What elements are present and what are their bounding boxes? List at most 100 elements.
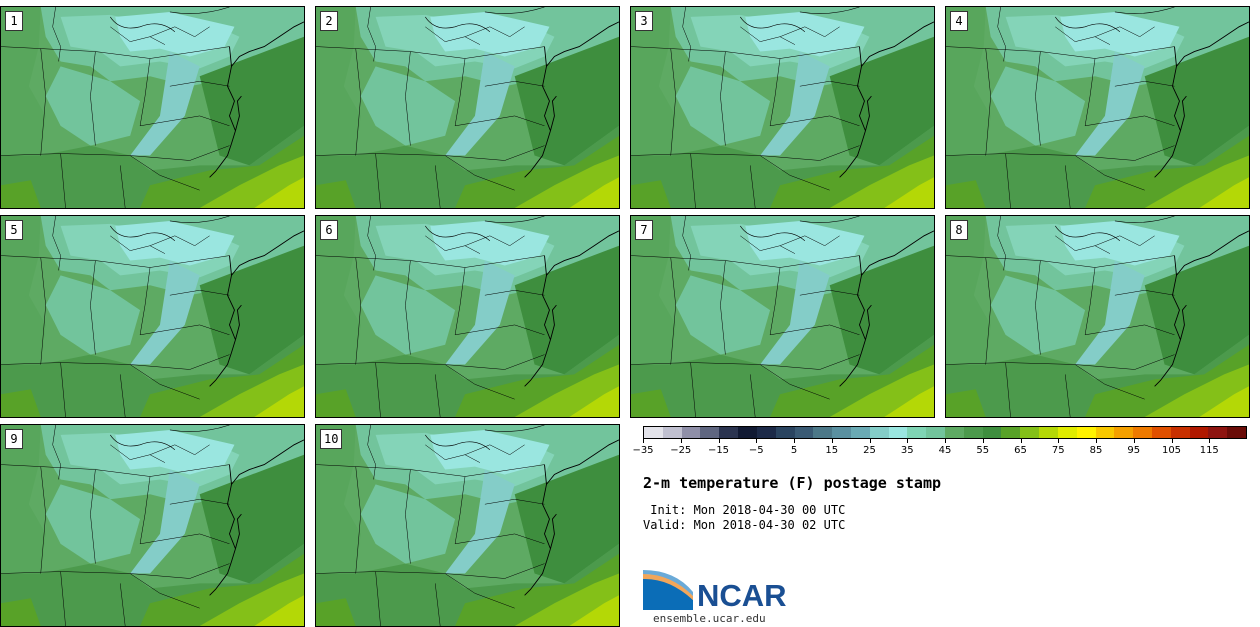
- colorbar-swatch: [756, 427, 776, 438]
- member-number-label: 8: [950, 220, 968, 240]
- colorbar-swatch: [794, 427, 814, 438]
- colorbar-ticks: −35 −25 −15 −5 5 15 25 35 45 55 65 75 85 95 105 115: [632, 439, 1247, 459]
- colorbar-tick-label: −35: [632, 445, 654, 456]
- colorbar-swatch: [832, 427, 851, 438]
- colorbar-swatch: [926, 427, 945, 438]
- ensemble-member-map: 4: [945, 6, 1250, 209]
- colorbar-swatch: [1039, 427, 1058, 438]
- colorbar-tick: [831, 439, 833, 443]
- site-url: ensemble.ucar.edu: [653, 612, 766, 625]
- colorbar-swatch: [982, 427, 1002, 438]
- colorbar-tick-label: 105: [1161, 445, 1182, 456]
- colorbar-tick-label: −25: [670, 445, 692, 456]
- member-number-label: 3: [635, 11, 653, 31]
- colorbar-swatch: [1114, 427, 1134, 438]
- colorbar-tick: [794, 439, 795, 443]
- colorbar-swatch: [681, 427, 701, 438]
- colorbar-swatch: [662, 427, 682, 438]
- temperature-colorbar: [643, 426, 1247, 439]
- colorbar-swatch: [869, 427, 889, 438]
- ensemble-member-map: 7: [630, 215, 935, 418]
- colorbar-swatch: [850, 427, 870, 438]
- plot-title: 2-m temperature (F) postage stamp: [643, 474, 942, 492]
- colorbar-swatch: [700, 427, 720, 438]
- colorbar-tick-label: −5: [748, 445, 764, 456]
- colorbar-swatch: [963, 427, 983, 438]
- ncar-logo: NCAR: [643, 570, 793, 614]
- member-number-label: 9: [5, 429, 23, 449]
- colorbar-swatch: [1151, 427, 1171, 438]
- colorbar-tick: [680, 439, 682, 443]
- colorbar-swatch: [888, 427, 908, 438]
- valid-time: Valid: Mon 2018-04-30 02 UTC: [643, 518, 846, 532]
- map-graphic: [1, 216, 304, 417]
- colorbar-swatch: [1001, 427, 1021, 438]
- ensemble-member-map: 6: [315, 215, 620, 418]
- colorbar-tick-label: −15: [707, 445, 730, 456]
- colorbar-tick: [718, 439, 720, 443]
- member-number-label: 7: [635, 220, 653, 240]
- colorbar-swatch: [1170, 427, 1190, 438]
- init-time: Init: Mon 2018-04-30 00 UTC: [643, 503, 846, 517]
- colorbar-tick: [945, 439, 946, 443]
- map-graphic: [316, 7, 619, 208]
- colorbar-tick: [1020, 439, 1022, 443]
- ncar-logo-icon: [643, 570, 693, 610]
- colorbar-swatch: [1095, 427, 1115, 438]
- colorbar-swatch: [1208, 427, 1228, 438]
- map-graphic: [946, 216, 1249, 417]
- colorbar-tick: [1209, 439, 1211, 443]
- colorbar-tick: [1171, 439, 1173, 443]
- ensemble-member-map: 8: [945, 215, 1250, 418]
- colorbar-tick: [982, 439, 984, 443]
- colorbar-tick: [643, 439, 644, 443]
- colorbar-swatch: [1057, 427, 1077, 438]
- colorbar-swatch: [1189, 427, 1209, 438]
- colorbar-tick-label: 25: [863, 445, 876, 456]
- colorbar-swatch: [1076, 427, 1096, 438]
- colorbar-swatch: [907, 427, 927, 438]
- member-number-label: 6: [320, 220, 338, 240]
- colorbar-tick-label: 35: [900, 445, 914, 456]
- ensemble-member-map: 9: [0, 424, 305, 627]
- ensemble-member-map: 2: [315, 6, 620, 209]
- map-graphic: [316, 425, 619, 626]
- colorbar-tick: [907, 439, 909, 443]
- colorbar-swatch: [813, 427, 833, 438]
- colorbar-tick-label: 65: [1014, 445, 1027, 456]
- colorbar-tick: [1096, 439, 1097, 443]
- colorbar-tick-label: 115: [1199, 445, 1219, 456]
- ensemble-member-map: 3: [630, 6, 935, 209]
- ensemble-member-map: 10: [315, 424, 620, 627]
- colorbar-swatch: [719, 427, 739, 438]
- ensemble-member-map: 1: [0, 6, 305, 209]
- colorbar-tick-label: 55: [976, 445, 990, 456]
- colorbar-swatch: [775, 427, 795, 438]
- colorbar-swatch: [738, 427, 757, 438]
- map-graphic: [316, 216, 619, 417]
- logo-text: NCAR: [697, 578, 787, 613]
- colorbar-swatch: [644, 427, 663, 438]
- member-number-label: 4: [950, 11, 968, 31]
- map-graphic: [631, 216, 934, 417]
- member-number-label: 1: [5, 11, 23, 31]
- colorbar-tick: [756, 439, 758, 443]
- map-graphic: [631, 7, 934, 208]
- colorbar-tick-label: 85: [1089, 445, 1103, 456]
- colorbar-tick-label: 95: [1127, 445, 1141, 456]
- colorbar-tick-label: 75: [1051, 445, 1065, 456]
- map-graphic: [1, 7, 304, 208]
- colorbar-swatch: [1020, 427, 1040, 438]
- colorbar-tick-label: 15: [825, 445, 839, 456]
- colorbar-swatch: [945, 427, 964, 438]
- member-number-label: 2: [320, 11, 338, 31]
- colorbar-tick-label: 5: [790, 445, 798, 456]
- ensemble-member-map: 5: [0, 215, 305, 418]
- colorbar-tick: [869, 439, 871, 443]
- map-graphic: [1, 425, 304, 626]
- colorbar-tick-label: 45: [938, 445, 952, 456]
- member-number-label: 10: [320, 429, 343, 449]
- member-number-label: 5: [5, 220, 23, 240]
- colorbar-tick: [1058, 439, 1060, 443]
- colorbar-swatch: [1227, 427, 1246, 438]
